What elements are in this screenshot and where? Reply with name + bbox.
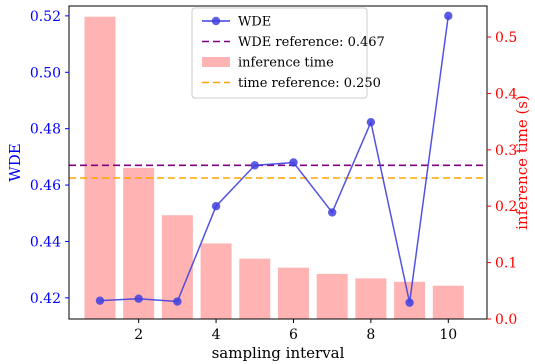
wde-line	[99, 15, 450, 303]
reference-lines-layer	[69, 164, 487, 179]
y-left-tick-label: 0.44	[30, 234, 61, 250]
inference-time-bar	[84, 16, 116, 320]
x-tick-label: 4	[212, 327, 221, 343]
y-right-tick-label: 0.2	[495, 199, 517, 215]
inference-time-bar	[200, 243, 232, 319]
wde-point	[366, 117, 376, 127]
legend-entry-label: inference time	[238, 56, 334, 71]
inference-time-bar	[355, 278, 387, 319]
y-right-tick-label: 0.3	[495, 143, 517, 159]
wde-point	[95, 296, 105, 305]
legend-wde-swatch-marker	[211, 16, 221, 26]
wde-point	[134, 294, 143, 303]
y-axis-right-label: inference time (s)	[513, 95, 531, 230]
legend-inference-time-swatch	[202, 57, 230, 67]
bars-layer	[84, 16, 464, 320]
inference-time-bar	[239, 258, 271, 319]
x-tick-label: 6	[289, 327, 298, 343]
y-right-tick-label: 0.0	[495, 312, 517, 328]
y-right-tick-label: 0.1	[495, 256, 517, 272]
inference-time-bar	[123, 167, 155, 319]
legend-entry-label: WDE reference: 0.467	[238, 35, 385, 50]
x-tick-label: 8	[366, 327, 375, 343]
wde-point	[211, 202, 221, 211]
legend: WDE WDE reference: 0.467 inference time tim…	[191, 7, 385, 99]
wde-point	[289, 158, 298, 167]
x-axis-label: sampling interval	[212, 344, 345, 362]
y-right-tick-label: 0.5	[495, 30, 517, 46]
wde-point	[327, 208, 337, 217]
plot-frame	[68, 5, 488, 320]
y-left-tick-label: 0.50	[30, 65, 61, 81]
wde-point	[250, 161, 259, 170]
x-tick-label: 10	[439, 327, 457, 343]
y-left-tick-label: 0.52	[30, 9, 61, 25]
inference-time-bar	[316, 273, 348, 319]
legend-entry-label: WDE	[238, 15, 271, 30]
y-left-tick-label: 0.48	[30, 122, 61, 138]
legend-box	[191, 7, 368, 99]
inference-time-bar	[278, 267, 309, 319]
y-right-tick-label: 0.4	[495, 86, 517, 102]
wde-line-layer	[95, 11, 453, 307]
legend-entry-label: time reference: 0.250	[238, 76, 381, 91]
legend-items: WDE WDE reference: 0.467 inference time tim…	[202, 15, 385, 91]
y-left-tick-label: 0.42	[30, 291, 61, 307]
y-axis-left-label: WDE	[6, 143, 24, 181]
y-left-tick-label: 0.46	[30, 178, 61, 194]
wde-point	[405, 298, 414, 307]
inference-time-bar	[432, 285, 464, 319]
ticks-layer: 2 4 6 8 10 0.42 0.44 0.46 0.48 0.50 0.52 0.0 0.1 0.2 0…	[30, 9, 518, 343]
x-tick-label: 2	[134, 327, 143, 343]
wde-point	[173, 297, 182, 306]
wde-point	[444, 11, 453, 21]
